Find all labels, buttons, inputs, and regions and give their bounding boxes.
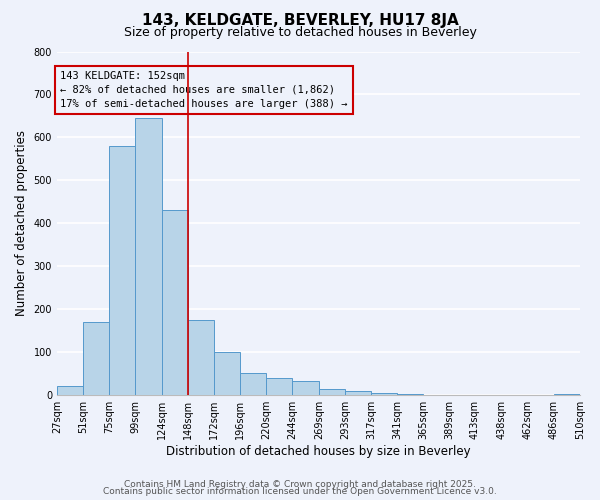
Bar bbox=[57, 386, 83, 394]
Bar bbox=[319, 389, 345, 394]
Bar bbox=[214, 352, 240, 395]
Text: Contains HM Land Registry data © Crown copyright and database right 2025.: Contains HM Land Registry data © Crown c… bbox=[124, 480, 476, 489]
Y-axis label: Number of detached properties: Number of detached properties bbox=[15, 130, 28, 316]
Bar bbox=[240, 374, 266, 394]
Bar bbox=[135, 118, 162, 394]
X-axis label: Distribution of detached houses by size in Beverley: Distribution of detached houses by size … bbox=[166, 444, 471, 458]
Bar bbox=[162, 210, 188, 394]
Bar bbox=[345, 392, 371, 394]
Bar bbox=[83, 322, 109, 394]
Bar bbox=[266, 378, 292, 394]
Bar bbox=[188, 320, 214, 394]
Text: 143 KELDGATE: 152sqm
← 82% of detached houses are smaller (1,862)
17% of semi-de: 143 KELDGATE: 152sqm ← 82% of detached h… bbox=[60, 71, 347, 109]
Text: 143, KELDGATE, BEVERLEY, HU17 8JA: 143, KELDGATE, BEVERLEY, HU17 8JA bbox=[142, 12, 458, 28]
Bar bbox=[109, 146, 135, 394]
Text: Size of property relative to detached houses in Beverley: Size of property relative to detached ho… bbox=[124, 26, 476, 39]
Bar bbox=[292, 380, 319, 394]
Text: Contains public sector information licensed under the Open Government Licence v3: Contains public sector information licen… bbox=[103, 487, 497, 496]
